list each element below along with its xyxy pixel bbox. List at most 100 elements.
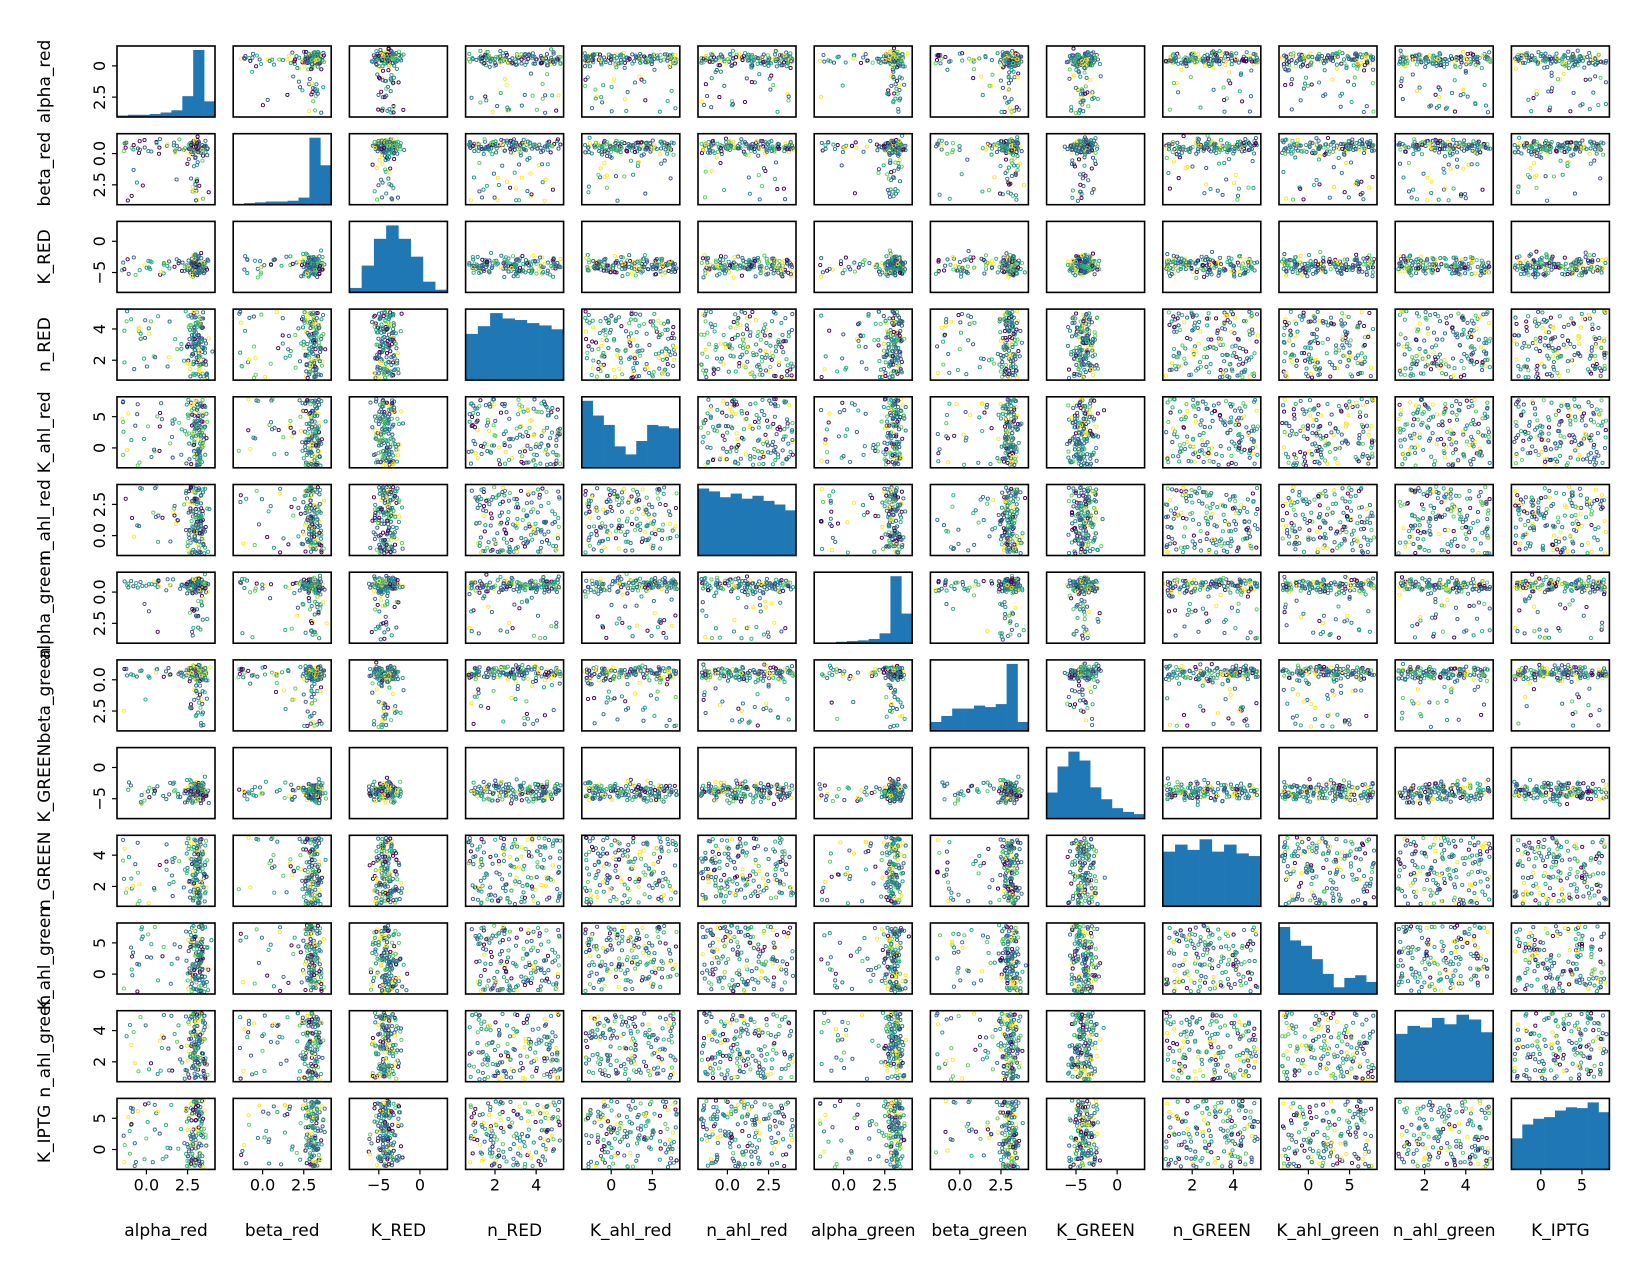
- scatter-point: [510, 60, 515, 65]
- panel-frame: [580, 45, 681, 118]
- hist-bar: [193, 50, 205, 117]
- scatter-point: [1352, 75, 1357, 80]
- scatter-point: [1317, 182, 1322, 187]
- scatter-point: [543, 177, 548, 182]
- scatter-point: [1332, 185, 1337, 190]
- scatter-point: [905, 51, 910, 56]
- scatter-point: [1236, 186, 1241, 191]
- panel-K_RED-vs-alpha_red: [116, 220, 216, 294]
- scatter-point: [1304, 142, 1309, 148]
- scatter-point: [661, 57, 667, 62]
- scatter-point: [1222, 109, 1227, 114]
- scatter-point: [492, 56, 497, 61]
- scatter-point: [1560, 172, 1565, 177]
- scatter-point: [1188, 74, 1193, 80]
- scatter-point: [297, 66, 302, 71]
- scatter-point: [876, 170, 881, 175]
- scatter-point: [1485, 110, 1490, 115]
- scatter-point: [588, 141, 593, 146]
- scatter-point: [1429, 190, 1434, 196]
- scatter-point: [1465, 94, 1470, 99]
- scatter-point: [746, 175, 751, 180]
- scatter-point: [1359, 179, 1364, 184]
- scatter-point: [642, 79, 647, 84]
- panel-alpha_red-vs-beta_green: [929, 45, 1030, 118]
- scatter-point: [853, 140, 858, 145]
- panel-alpha_red-vs-K_GREEN: [1045, 45, 1146, 118]
- scatter-point: [1598, 75, 1603, 80]
- scatter-point: [519, 61, 524, 66]
- scatter-point: [174, 177, 179, 182]
- scatter-point: [493, 60, 498, 66]
- scatter-point: [1082, 155, 1087, 160]
- scatter-point: [1208, 186, 1213, 192]
- panel-alpha_red-vs-K_ahl_green: [1278, 45, 1378, 118]
- scatter-point: [1229, 62, 1234, 67]
- scatter-point: [673, 106, 678, 111]
- scatter-point: [1398, 83, 1403, 89]
- scatter-point: [1236, 60, 1241, 65]
- scatter-point: [890, 189, 895, 194]
- scatter-point: [739, 273, 744, 278]
- scatter-point: [718, 160, 723, 166]
- scatter-point: [757, 72, 762, 77]
- scatter-point: [934, 58, 940, 63]
- scatter-point: [817, 58, 823, 63]
- scatter-point: [881, 163, 886, 168]
- scatter-point: [1587, 77, 1593, 82]
- scatter-point: [666, 268, 671, 273]
- scatter-point: [310, 54, 315, 59]
- scatter-point: [980, 93, 985, 98]
- scatter-point: [284, 254, 289, 259]
- scatter-point: [391, 75, 396, 80]
- scatter-point: [131, 255, 136, 260]
- scatter-point: [303, 49, 309, 54]
- scatter-point: [1293, 155, 1298, 160]
- panel-alpha_red-vs-n_ahl_red: [697, 45, 797, 118]
- scatter-point: [480, 56, 485, 61]
- scatter-point: [507, 58, 512, 63]
- scatter-point: [1082, 70, 1087, 75]
- scatter-point: [1361, 197, 1366, 202]
- scatter-point: [1015, 168, 1020, 173]
- scatter-point: [1080, 176, 1085, 181]
- scatter-point: [242, 56, 247, 61]
- scatter-point: [1409, 195, 1414, 200]
- scatter-point: [1414, 62, 1419, 67]
- scatter-point: [1006, 81, 1011, 86]
- scatter-point: [1362, 63, 1367, 68]
- scatter-point: [298, 85, 303, 90]
- scatter-point: [472, 149, 477, 154]
- scatter-point: [893, 82, 898, 87]
- scatter-point: [599, 95, 604, 100]
- scatter-point: [317, 57, 322, 62]
- scatter-point: [705, 93, 710, 99]
- scatter-point: [1587, 107, 1592, 112]
- scatter-point: [1082, 163, 1087, 168]
- scatter-point: [1334, 62, 1339, 67]
- scatter-point: [384, 86, 389, 91]
- scatter-point: [203, 138, 208, 143]
- scatter-point: [652, 67, 657, 72]
- scatter-point: [818, 262, 823, 268]
- scatter-point: [891, 69, 896, 74]
- scatter-point: [265, 97, 270, 102]
- scatter-point: [1423, 64, 1428, 69]
- scatter-point: [584, 55, 589, 60]
- scatter-point: [1341, 57, 1347, 62]
- scatter-point: [755, 61, 760, 66]
- scatter-point: [722, 187, 727, 193]
- scatter-point: [510, 56, 515, 61]
- scatter-point: [498, 48, 503, 54]
- scatter-point: [1070, 158, 1075, 163]
- scatter-point: [742, 99, 748, 105]
- scatter-point: [650, 59, 655, 64]
- scatter-point: [310, 62, 315, 67]
- scatter-point: [1015, 75, 1020, 80]
- scatter-point: [1437, 103, 1442, 108]
- scatter-point: [982, 271, 987, 276]
- scatter-point: [299, 58, 304, 63]
- scatter-point: [528, 71, 533, 76]
- scatter-point: [314, 82, 319, 87]
- scatter-point: [852, 269, 857, 274]
